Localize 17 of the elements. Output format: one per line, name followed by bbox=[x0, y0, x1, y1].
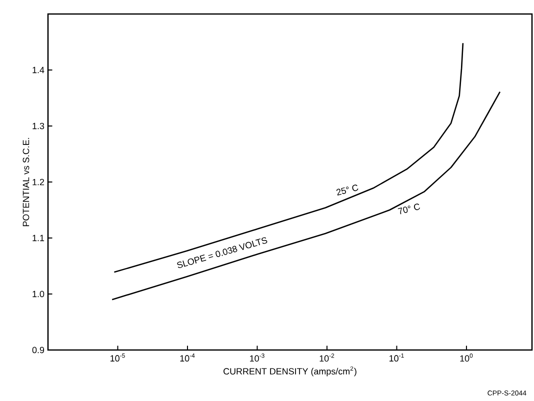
text: 70° C bbox=[398, 204, 420, 214]
y-tick-label: 1.1 bbox=[32, 234, 44, 242]
x-tick-label: 10$^{-2}$ bbox=[320, 354, 334, 362]
y-tick-label: 1.3 bbox=[32, 122, 44, 130]
y-tick-label: 1.4 bbox=[32, 66, 44, 74]
x-tick-label: 10$^{-3}$ bbox=[250, 354, 264, 362]
y-tick-label: 1.0 bbox=[32, 290, 44, 298]
x-axis-title: CURRENT DENSITY (amps/cm$^{2}$) bbox=[224, 366, 356, 376]
text: 25° C bbox=[336, 184, 358, 196]
y-tick-label: 1.2 bbox=[32, 178, 44, 186]
y-tick-label: 0.9 bbox=[32, 346, 44, 354]
y-axis-title: POTENTIAL vs S.C.E. bbox=[22, 138, 30, 226]
x-tick-label: 10$^{-5}$ bbox=[110, 354, 125, 362]
x-tick-label: 10$^{-1}$ bbox=[390, 354, 404, 362]
x-tick-label: 10$^{-4}$ bbox=[180, 354, 195, 362]
x-tick-label: 10$^{0}$ bbox=[460, 354, 473, 362]
annotation: SLOPE = 0.038 VOLTS bbox=[177, 237, 268, 268]
